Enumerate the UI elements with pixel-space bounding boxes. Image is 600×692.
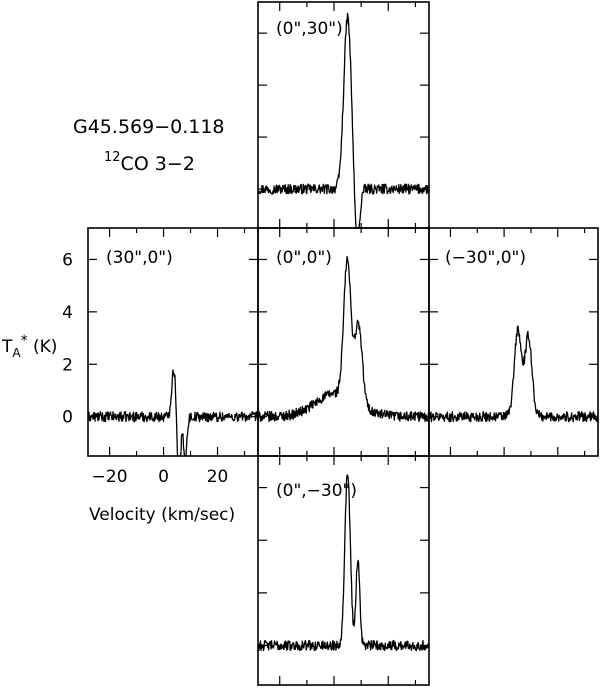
y-axis-label: TA* (K) (1, 333, 57, 360)
panel-center-spectrum-line (257, 255, 430, 423)
panel-east-spectrum-line (87, 369, 259, 457)
panel-east-offset-label: (30",0") (106, 248, 173, 268)
panel-west: (−30",0") (428, 227, 599, 457)
y-axis-label-main: T (1, 337, 13, 357)
line-species: CO 3−2 (121, 153, 195, 175)
source-label: G45.569−0.118 (73, 116, 225, 138)
line-isotope-superscript: 12 (104, 150, 121, 165)
panel-east-ticks (88, 228, 258, 456)
y-axis-label-unit: (K) (28, 337, 58, 357)
y-axis-label-sub: A (12, 346, 21, 360)
panel-west-spectrum-line (428, 325, 599, 423)
panel-east: (30",0") (87, 227, 259, 457)
y-tick-label: 2 (62, 355, 73, 375)
panel-north: (0",30") (257, 1, 430, 229)
panel-west-frame (428, 227, 599, 457)
panel-south-ticks (258, 456, 429, 685)
y-tick-label: 4 (62, 303, 73, 323)
x-tick-label: −20 (92, 467, 128, 487)
panel-center-offset-label: (0",0") (276, 248, 332, 268)
panel-south-offset-label: (0",−30") (276, 481, 357, 501)
panel-south-spectrum-line (257, 474, 430, 652)
y-tick-labels: 0 2 4 6 (62, 250, 73, 427)
x-tick-label: 20 (207, 467, 229, 487)
x-tick-label: 0 (158, 467, 169, 487)
panel-west-offset-label: (−30",0") (445, 248, 526, 268)
y-tick-label: 0 (62, 408, 73, 428)
panel-center-ticks (258, 228, 429, 456)
x-axis-label: Velocity (km/sec) (89, 505, 235, 525)
y-tick-label: 6 (62, 250, 73, 270)
panel-south: (0",−30") (257, 455, 430, 686)
panel-north-ticks (258, 2, 429, 228)
panel-center: (0",0") (257, 227, 430, 457)
panel-north-offset-label: (0",30") (276, 19, 343, 39)
y-axis-label-sup: * (21, 333, 28, 349)
x-tick-labels: −20 0 20 (92, 467, 229, 487)
line-label: 12CO 3−2 (104, 150, 195, 175)
panel-south-frame (257, 455, 430, 686)
panel-north-spectrum-line (257, 12, 430, 229)
